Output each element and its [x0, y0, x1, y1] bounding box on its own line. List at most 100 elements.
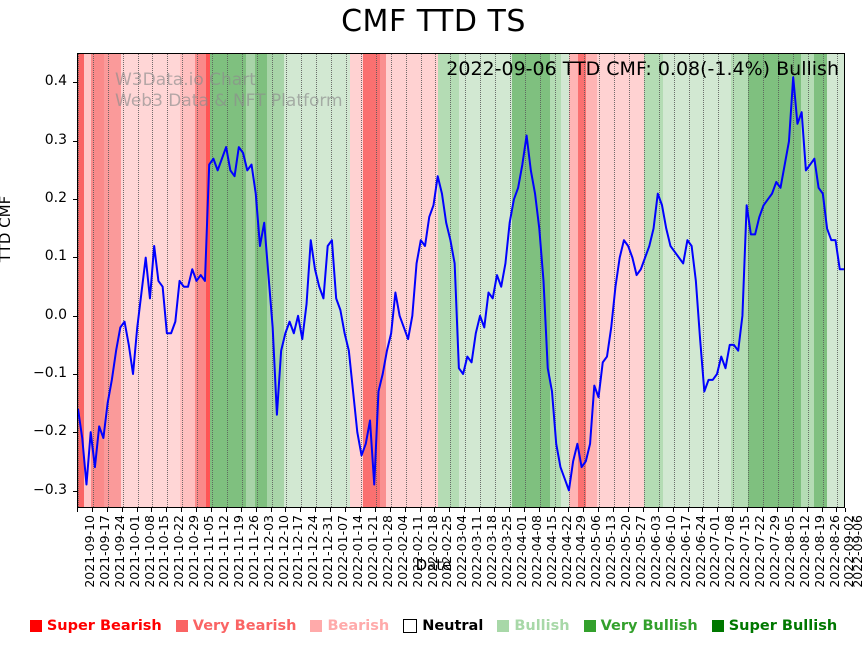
x-tick-mark: [628, 508, 629, 512]
x-tick-label: 2022-03-18: [484, 515, 500, 588]
legend-item[interactable]: Bearish: [310, 618, 389, 634]
gridline: [256, 54, 258, 507]
gridline: [748, 54, 750, 507]
x-tick-label: 2021-11-05: [201, 515, 217, 588]
x-tick-mark: [791, 508, 793, 512]
gridline: [688, 54, 690, 507]
gridline: [182, 54, 184, 507]
x-tick-label: 2022-04-29: [573, 515, 589, 588]
x-tick-label: 2021-12-24: [305, 515, 321, 588]
legend-swatch-icon: [29, 620, 42, 632]
regime-band: [363, 54, 381, 507]
legend-item[interactable]: Very Bullish: [583, 618, 698, 634]
gridline: [554, 54, 556, 507]
regime-band: [550, 54, 561, 507]
y-tick-mark: [73, 82, 77, 84]
regime-band: [569, 54, 578, 507]
gridline: [405, 54, 407, 507]
x-tick-mark: [404, 508, 406, 512]
regime-band: [380, 54, 387, 507]
legend-item[interactable]: Bullish: [497, 618, 570, 634]
legend-label: Very Bullish: [600, 618, 698, 634]
x-tick-mark: [672, 508, 674, 512]
x-tick-label: 2022-05-06: [588, 515, 604, 588]
regime-band: [560, 54, 570, 507]
x-tick-mark: [196, 508, 198, 512]
y-tick-label: 0.3: [44, 131, 67, 148]
x-tick-label: 2021-11-19: [230, 515, 246, 588]
legend: Super Bearish Very Bearish Bearish Neutral B…: [0, 618, 867, 634]
regime-band: [748, 54, 802, 507]
regime-band: [386, 54, 438, 507]
legend-label: Very Bearish: [192, 618, 297, 634]
gridline: [673, 54, 675, 507]
x-tick-label: 2021-10-08: [141, 515, 157, 588]
gridline: [629, 54, 630, 507]
x-tick-label: 2022-06-03: [647, 515, 663, 588]
x-tick-mark: [181, 508, 183, 512]
legend-item[interactable]: Neutral: [403, 618, 483, 634]
regime-band: [90, 54, 104, 507]
x-tick-label: 2022-02-18: [424, 515, 440, 588]
x-tick-mark: [836, 508, 838, 512]
gridline: [777, 54, 779, 507]
x-tick-label: 2021-11-12: [216, 515, 232, 588]
x-tick-mark: [449, 508, 451, 512]
regime-band: [103, 54, 121, 507]
regime-band: [267, 54, 285, 507]
x-tick-label: 2021-09-17: [96, 515, 112, 588]
x-tick-label: 2022-01-28: [379, 515, 395, 588]
plot-area: W3Data.io Chart Web3 Data & NFT Platform…: [33, 53, 865, 588]
regime-band: [692, 54, 732, 507]
legend-item[interactable]: Super Bearish: [29, 618, 162, 634]
legend-item[interactable]: Super Bullish: [711, 618, 837, 634]
x-tick-mark: [211, 508, 213, 512]
x-tick-mark: [359, 508, 361, 512]
legend-label: Neutral: [422, 618, 484, 634]
x-tick-label: 2022-07-29: [767, 515, 783, 588]
gridline: [420, 54, 422, 507]
x-tick-label: 2022-05-20: [618, 515, 634, 588]
x-tick-label: 2022-03-04: [454, 515, 470, 588]
x-tick-mark: [747, 508, 749, 512]
gridline: [703, 54, 705, 507]
gridline: [78, 54, 79, 507]
legend-swatch-icon: [583, 620, 596, 632]
x-tick-label: 2022-09-06: [850, 515, 865, 588]
gridline: [390, 54, 392, 507]
x-tick-label: 2022-08-12: [796, 515, 812, 588]
x-tick-label: 2022-04-15: [543, 515, 559, 588]
x-tick-mark: [330, 508, 332, 512]
x-tick-mark: [389, 508, 391, 512]
x-tick-mark: [345, 508, 347, 512]
y-tick-mark: [73, 140, 77, 142]
regime-band: [120, 54, 181, 507]
gridline: [346, 54, 348, 507]
x-tick-label: 2022-07-15: [737, 515, 753, 588]
x-tick-label: 2022-01-07: [335, 515, 351, 588]
x-tick-mark: [762, 508, 764, 512]
x-tick-mark: [464, 508, 466, 512]
regime-band: [78, 54, 85, 507]
x-tick-label: 2022-02-04: [394, 515, 410, 588]
x-tick-label: 2022-04-08: [528, 515, 544, 588]
x-tick-label: 2021-11-26: [245, 515, 261, 588]
x-tick-mark: [642, 508, 644, 512]
gridline: [569, 54, 571, 507]
x-tick-mark: [821, 508, 823, 512]
x-tick-mark: [121, 508, 123, 512]
gridline: [658, 54, 660, 507]
gridline: [524, 54, 526, 507]
regime-band: [801, 54, 815, 507]
y-tick-label: 0.2: [44, 189, 67, 206]
x-tick-label: 2022-02-11: [409, 515, 425, 588]
x-tick-mark: [315, 508, 317, 512]
x-tick-label: 2022-06-17: [677, 515, 693, 588]
series-line-ttd-cmf: [78, 76, 844, 492]
gridline: [435, 54, 437, 507]
x-tick-mark: [240, 508, 242, 512]
x-tick-mark: [508, 508, 510, 512]
legend-item[interactable]: Very Bearish: [175, 618, 297, 634]
gridline: [375, 54, 377, 507]
gridline: [286, 54, 288, 507]
